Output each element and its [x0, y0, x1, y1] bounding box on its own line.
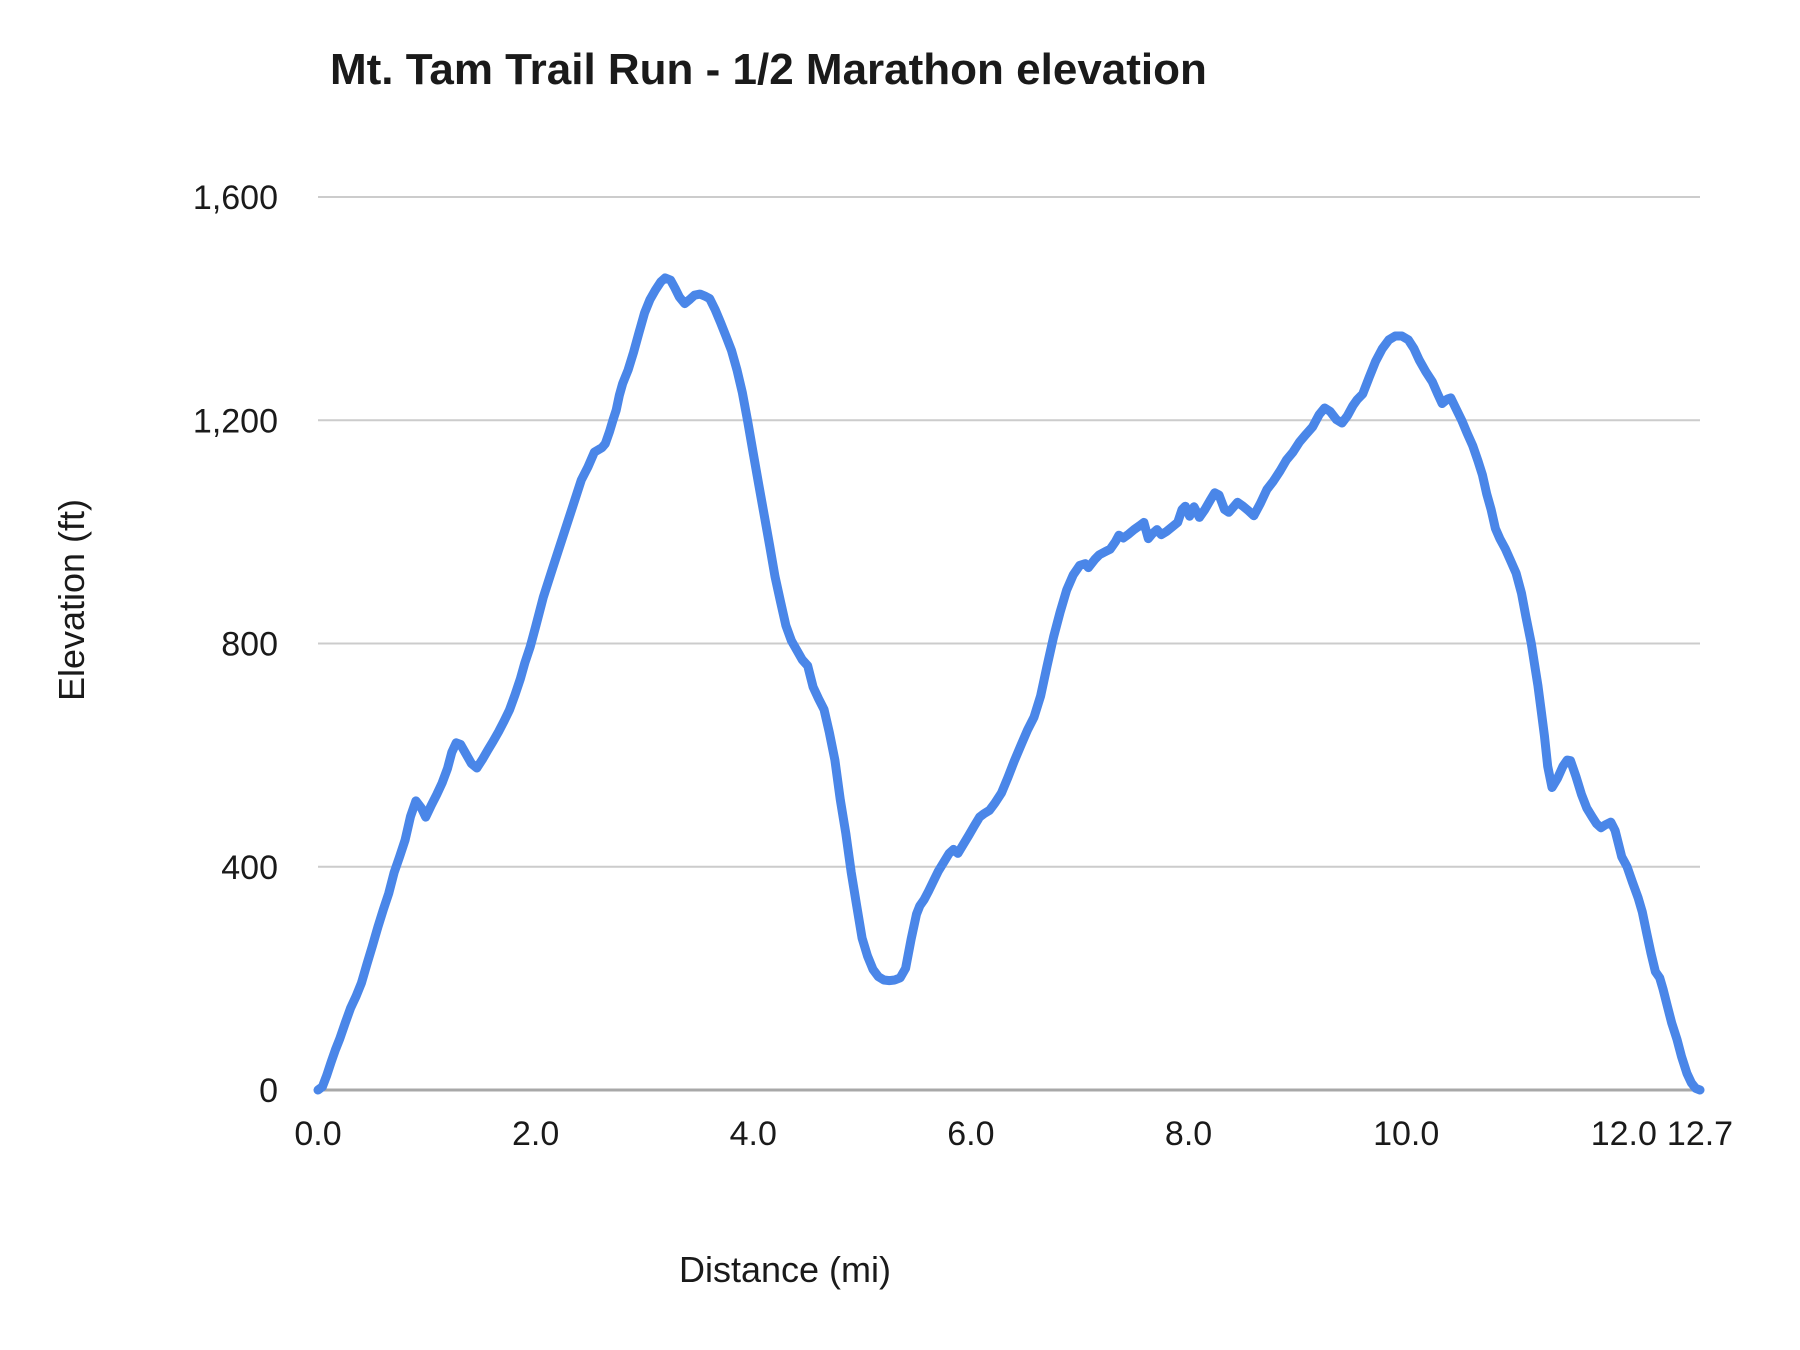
x-tick-label: 12.0: [1591, 1115, 1657, 1153]
elevation-series: [313, 273, 1705, 1095]
x-tick-label: 4.0: [730, 1115, 777, 1153]
y-tick-label: 1,600: [193, 179, 278, 217]
y-tick-label: 800: [221, 626, 278, 664]
y-tick-label: 400: [221, 849, 278, 887]
gridlines: [318, 196, 1700, 1092]
y-tick-label: 0: [259, 1072, 278, 1110]
elevation-profile-line: [313, 273, 1705, 1095]
y-tick-labels: 0 400 800 1,200 1,600: [193, 179, 278, 1110]
x-tick-label: 10.0: [1373, 1115, 1439, 1153]
x-axis-title: Distance (mi): [678, 1249, 892, 1290]
x-tick-label: 0.0: [294, 1115, 341, 1153]
x-tick-label: 12.7: [1667, 1115, 1733, 1153]
y-tick-label: 1,200: [193, 402, 278, 440]
x-tick-label: 6.0: [947, 1115, 994, 1153]
x-tick-label: 2.0: [512, 1115, 559, 1153]
chart-title: Mt. Tam Trail Run - 1/2 Marathon elevati…: [330, 45, 1207, 94]
x-tick-labels: 0.0 2.0 4.0 6.0 8.0 10.0 12.0 12.7: [294, 1115, 1733, 1153]
x-tick-label: 8.0: [1165, 1115, 1212, 1153]
